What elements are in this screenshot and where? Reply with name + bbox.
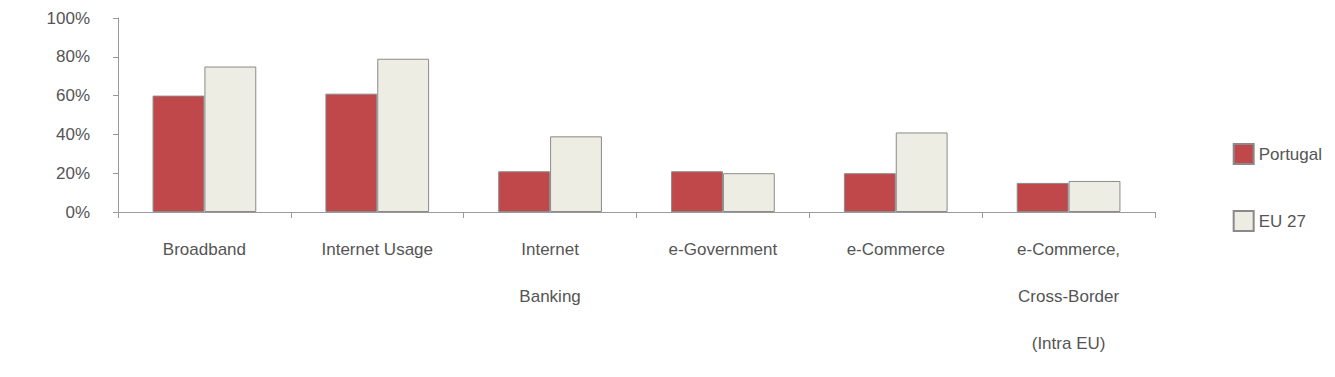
svg-text:Broadband: Broadband [163, 240, 246, 259]
svg-text:(Intra EU): (Intra EU) [1032, 334, 1106, 353]
svg-text:20%: 20% [56, 164, 90, 183]
svg-text:40%: 40% [56, 125, 90, 144]
svg-text:e-Government: e-Government [669, 240, 778, 259]
svg-text:0%: 0% [65, 203, 90, 222]
svg-text:Internet: Internet [521, 240, 579, 259]
svg-text:Banking: Banking [519, 287, 580, 306]
svg-text:80%: 80% [56, 47, 90, 66]
svg-text:Internet Usage: Internet Usage [321, 240, 433, 259]
svg-text:e-Commerce: e-Commerce [847, 240, 945, 259]
svg-text:60%: 60% [56, 86, 90, 105]
svg-text:e-Commerce,: e-Commerce, [1017, 240, 1120, 259]
svg-text:Portugal: Portugal [1259, 145, 1322, 164]
svg-text:Cross-Border: Cross-Border [1018, 287, 1119, 306]
svg-text:EU 27: EU 27 [1259, 212, 1306, 231]
svg-text:100%: 100% [47, 9, 90, 28]
